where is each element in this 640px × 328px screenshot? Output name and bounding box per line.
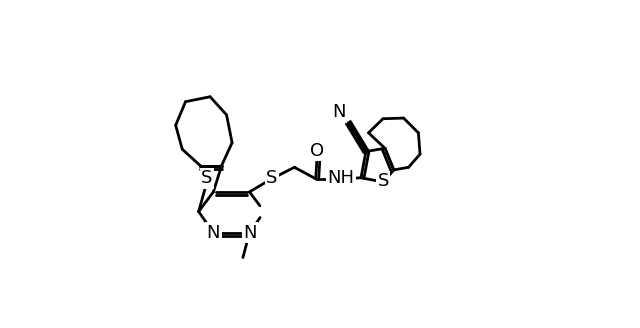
Text: S: S [378, 173, 389, 190]
Text: S: S [266, 169, 278, 187]
Text: O: O [310, 142, 324, 160]
Text: NH: NH [327, 169, 354, 187]
Text: N: N [332, 103, 346, 121]
Text: S: S [201, 169, 212, 187]
Text: N: N [207, 224, 220, 242]
Text: N: N [243, 224, 257, 242]
